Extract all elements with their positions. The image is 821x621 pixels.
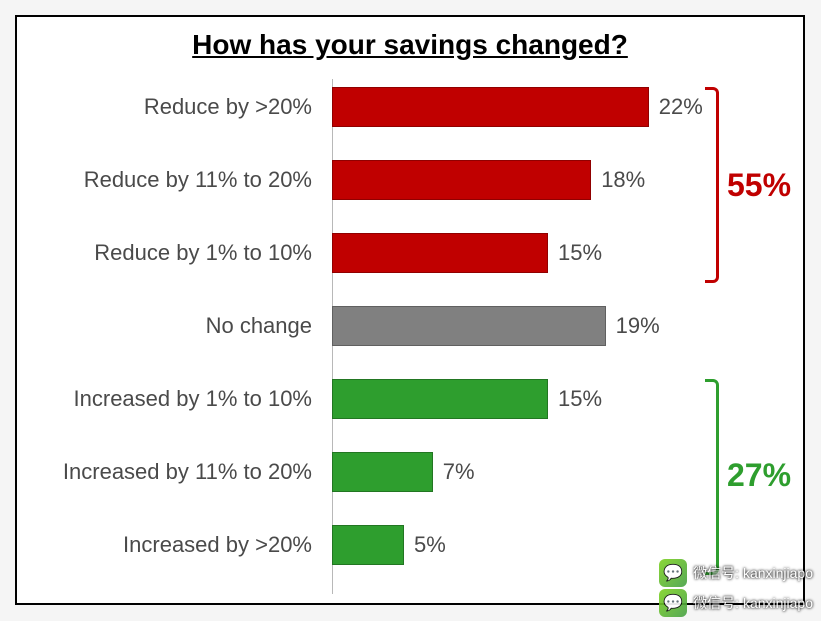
chart-title: How has your savings changed? <box>17 29 803 61</box>
bar <box>332 233 548 273</box>
value-label: 15% <box>558 386 602 412</box>
value-label: 15% <box>558 240 602 266</box>
chart-frame: How has your savings changed? Reduce by … <box>15 15 805 605</box>
watermark: 💬 微信号: kanxinjiapo 💬 微信号: kanxinjiapo <box>659 559 813 617</box>
bar-zone: 19% <box>322 298 803 354</box>
category-label: Reduce by >20% <box>17 94 322 120</box>
group-total-label: 27% <box>727 457 791 494</box>
bar-row: Reduce by >20% 22% <box>17 79 803 135</box>
value-label: 19% <box>616 313 660 339</box>
category-label: Increased by >20% <box>17 532 322 558</box>
category-label: Reduce by 11% to 20% <box>17 167 322 193</box>
category-label: Increased by 11% to 20% <box>17 459 322 485</box>
bar <box>332 306 606 346</box>
bar-row: Reduce by 1% to 10% 15% <box>17 225 803 281</box>
category-label: Increased by 1% to 10% <box>17 386 322 412</box>
watermark-text: 微信号: kanxinjiapo <box>693 563 813 583</box>
group-total-label: 55% <box>727 167 791 204</box>
bar <box>332 452 433 492</box>
watermark-text: 微信号: kanxinjiapo <box>693 593 813 613</box>
bar-row: Increased by 11% to 20% 7% <box>17 444 803 500</box>
group-bracket <box>705 87 719 283</box>
chart-body: Reduce by >20% 22% Reduce by 11% to 20% 18%… <box>17 79 803 599</box>
bar <box>332 87 649 127</box>
bar <box>332 160 591 200</box>
value-label: 22% <box>659 94 703 120</box>
wechat-icon: 💬 <box>659 589 687 617</box>
value-label: 18% <box>601 167 645 193</box>
bar <box>332 379 548 419</box>
bar-zone: 22% <box>322 79 803 135</box>
bar <box>332 525 404 565</box>
value-label: 7% <box>443 459 475 485</box>
bar-row: Increased by 1% to 10% 15% <box>17 371 803 427</box>
value-label: 5% <box>414 532 446 558</box>
bar-row: No change 19% <box>17 298 803 354</box>
bar-zone: 15% <box>322 371 803 427</box>
category-label: No change <box>17 313 322 339</box>
category-label: Reduce by 1% to 10% <box>17 240 322 266</box>
wechat-icon: 💬 <box>659 559 687 587</box>
bar-row: Reduce by 11% to 20% 18% <box>17 152 803 208</box>
bar-zone: 15% <box>322 225 803 281</box>
group-bracket <box>705 379 719 575</box>
